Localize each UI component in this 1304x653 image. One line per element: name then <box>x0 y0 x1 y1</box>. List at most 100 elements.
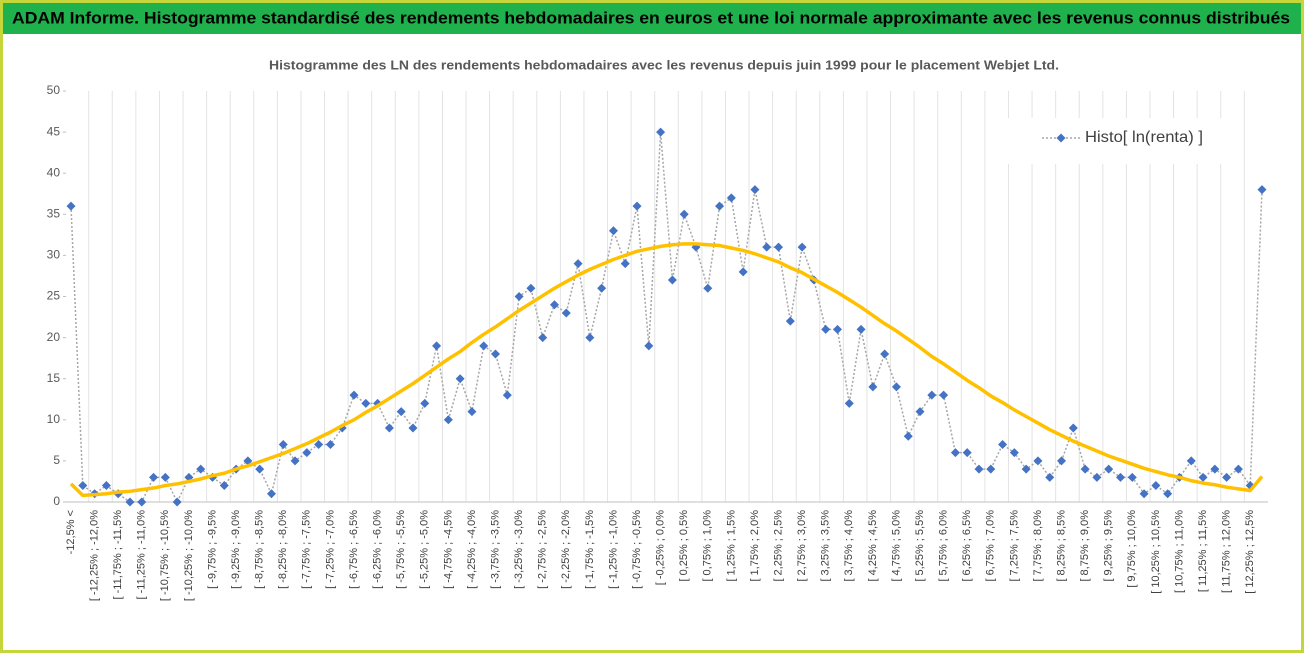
marker <box>1151 481 1161 491</box>
x-tick-label: [ -3,25% ; -3,0% <box>513 510 525 589</box>
x-tick-label: [ 4,75% ; 5,0% <box>890 510 902 582</box>
marker <box>715 201 725 211</box>
y-tick-label: 0 <box>53 494 60 508</box>
marker <box>1068 423 1078 433</box>
x-tick-label: [ -2,75% ; -2,5% <box>537 510 549 589</box>
marker <box>479 341 489 351</box>
marker <box>868 382 878 392</box>
marker <box>585 333 595 343</box>
marker <box>160 472 170 482</box>
legend-marker <box>1056 133 1066 143</box>
y-tick-label: 35 <box>47 206 61 220</box>
marker <box>1222 472 1232 482</box>
x-tick-label: [ 9,25% ; 9,5% <box>1103 510 1115 582</box>
marker <box>302 448 312 458</box>
x-tick-label: [ -9,25% ; -9,0% <box>230 510 242 589</box>
x-tick-label: [ -6,75% ; -6,5% <box>348 510 360 589</box>
y-tick-label: 25 <box>47 289 61 303</box>
x-tick-label: [ -0,75% ; -0,5% <box>631 510 643 589</box>
marker <box>679 209 689 219</box>
marker <box>573 259 583 269</box>
marker <box>290 456 300 466</box>
histogram-line <box>70 131 1263 503</box>
marker <box>125 497 135 507</box>
marker <box>1009 448 1019 458</box>
x-tick-label: [ -9,75% ; -9,5% <box>206 510 218 589</box>
y-tick-label: 5 <box>53 453 60 467</box>
x-tick-label: [ 2,75% ; 3,0% <box>796 510 808 582</box>
legend-label: Histo[ ln(renta) ] <box>1085 129 1203 146</box>
marker <box>538 333 548 343</box>
marker <box>1092 472 1102 482</box>
x-tick-label: [ -3,75% ; -3,5% <box>489 510 501 589</box>
marker <box>266 489 276 499</box>
y-tick-label: 20 <box>47 330 61 344</box>
y-tick-label: 40 <box>47 165 61 179</box>
x-tick-label: [ -8,25% ; -8,0% <box>277 510 289 589</box>
marker <box>278 439 288 449</box>
marker <box>196 464 206 474</box>
marker <box>597 283 607 293</box>
marker <box>950 448 960 458</box>
marker <box>844 398 854 408</box>
x-tick-label: [ 6,25% ; 6,5% <box>961 510 973 582</box>
marker <box>219 481 229 491</box>
x-tick-label: [ 8,75% ; 9,0% <box>1079 510 1091 582</box>
marker <box>620 259 630 269</box>
marker <box>514 292 524 301</box>
marker <box>255 464 265 474</box>
x-tick-label: [ 1,25% ; 1,5% <box>725 510 737 582</box>
marker <box>821 324 831 334</box>
x-tick-label: [ -1,25% ; -1,0% <box>607 510 619 589</box>
x-tick-label: [ -4,25% ; -4,0% <box>466 510 478 589</box>
x-tick-label: [ -10,75% ; -10,5% <box>159 510 171 601</box>
x-tick-label: [ -7,75% ; -7,5% <box>301 510 313 589</box>
marker <box>549 300 559 310</box>
x-tick-label: [ 7,25% ; 7,5% <box>1008 510 1020 582</box>
marker <box>137 497 147 507</box>
marker <box>502 390 512 400</box>
marker <box>325 439 335 449</box>
marker <box>667 275 677 285</box>
x-tick-label: [ -11,25% ; -11,0% <box>136 510 148 600</box>
marker <box>384 423 394 433</box>
marker <box>101 481 111 491</box>
x-tick-label: [ 4,25% ; 4,5% <box>867 510 879 582</box>
x-tick-label: [ 3,25% ; 3,5% <box>820 510 832 582</box>
x-tick-label: [ -1,75% ; -1,5% <box>584 510 596 589</box>
marker <box>1139 489 1149 499</box>
normal-curve <box>69 242 1264 498</box>
marker <box>608 226 618 236</box>
marker <box>78 481 88 491</box>
y-tick-label: 15 <box>47 371 61 385</box>
x-tick-label: [ -12,25% ; -12,0% <box>88 510 100 601</box>
marker <box>903 431 913 441</box>
marker <box>750 185 760 195</box>
marker <box>349 390 359 400</box>
x-tick-label: [ -2,25% ; -2,0% <box>560 510 572 589</box>
x-tick-label: [ 10,75% ; 11,0% <box>1173 510 1185 593</box>
marker <box>561 308 571 318</box>
marker <box>962 448 972 458</box>
marker <box>443 415 453 425</box>
x-tick-label: [ 11,75% ; 12,0% <box>1221 510 1233 593</box>
marker <box>1186 456 1196 466</box>
x-tick-label: [ -10,25% ; -10,0% <box>183 510 195 601</box>
marker <box>785 316 795 326</box>
marker <box>738 267 748 277</box>
marker <box>856 324 866 334</box>
marker <box>644 341 654 351</box>
marker <box>172 497 182 507</box>
x-tick-label: [ -5,75% ; -5,5% <box>395 510 407 589</box>
x-tick-label: [ 12,25% ; 12,5% <box>1244 510 1256 594</box>
marker <box>880 349 890 359</box>
marker <box>703 283 713 293</box>
marker <box>1045 472 1055 482</box>
marker <box>939 390 949 400</box>
x-tick-label: [ 2,25% ; 2,5% <box>772 510 784 582</box>
marker <box>1080 464 1090 474</box>
marker <box>1257 185 1267 195</box>
x-tick-label: [ 8,25% ; 8,5% <box>1055 510 1067 582</box>
